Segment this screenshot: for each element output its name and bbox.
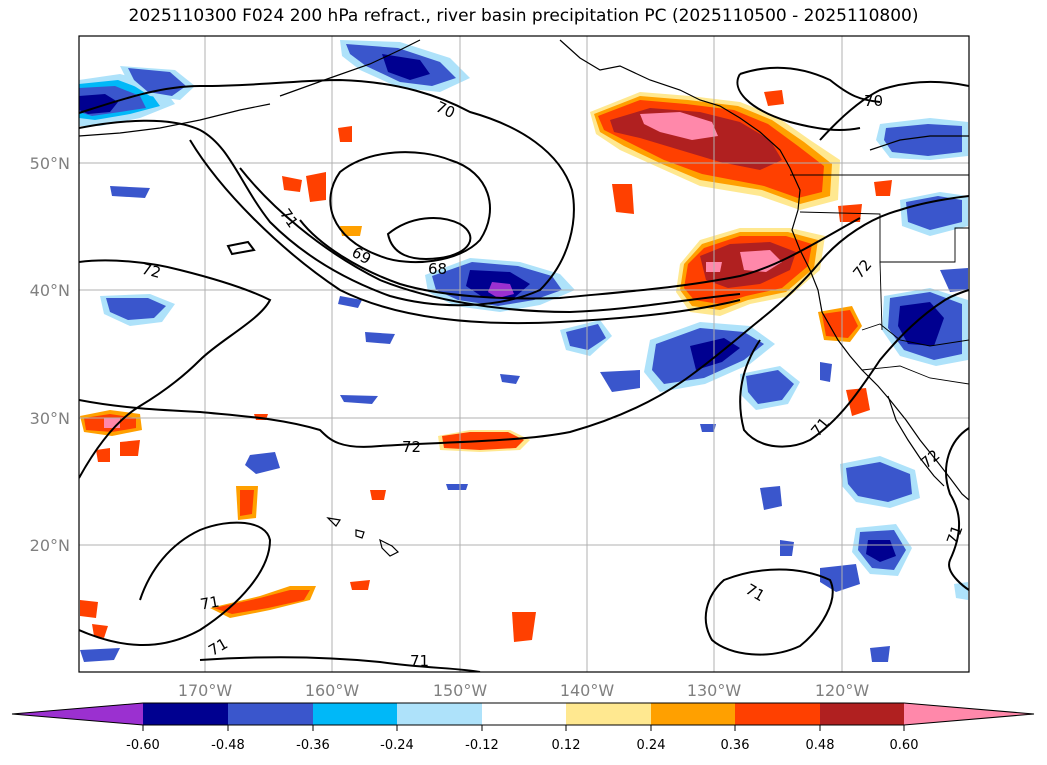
colorbar: -0.60 -0.48 -0.36 -0.24 -0.12 0.12 0.24 …: [11, 702, 1035, 753]
colorbar-tick-label: 0.24: [637, 738, 666, 753]
colorbar-tick-label: -0.12: [465, 738, 499, 753]
colorbar-tick-label: -0.60: [126, 738, 160, 753]
contour-label: 71: [943, 523, 966, 547]
lon-label-170w: 170°W: [178, 681, 233, 700]
colorbar-segment: [566, 703, 651, 725]
lon-label-130w: 130°W: [687, 681, 742, 700]
contour-label: 70: [864, 92, 883, 110]
lon-label-120w: 120°W: [815, 681, 870, 700]
lat-label-30n: 30°N: [30, 409, 70, 428]
colorbar-segment: [397, 703, 482, 725]
contour-label: 68: [428, 260, 447, 278]
map-border: [78, 35, 970, 673]
lat-label-50n: 50°N: [30, 154, 70, 173]
colorbar-tick-label: -0.24: [380, 738, 414, 753]
contour-label: 72: [140, 260, 163, 282]
lon-label-140w: 140°W: [560, 681, 615, 700]
colorbar-extend-low: [12, 703, 143, 725]
map-panel: 70 70 71 69 68 72 72 72 71 72 71 71 71 7…: [78, 35, 970, 673]
contour-label: 72: [402, 438, 421, 456]
colorbar-tick-label: 0.48: [806, 738, 835, 753]
lon-label-160w: 160°W: [305, 681, 360, 700]
colorbar-ticks: -0.60 -0.48 -0.36 -0.24 -0.12 0.12 0.24 …: [126, 725, 918, 753]
colorbar-tick-label: 0.60: [890, 738, 919, 753]
colorbar-segment: [482, 703, 566, 725]
latitude-labels: 50°N 40°N 30°N 20°N: [30, 154, 70, 555]
negative-anomaly-canada: [876, 118, 968, 600]
lat-label-20n: 20°N: [30, 536, 70, 555]
longitude-labels: 170°W 160°W 150°W 140°W 130°W 120°W: [178, 681, 870, 700]
lat-label-40n: 40°N: [30, 281, 70, 300]
political-borders: [790, 174, 969, 385]
refractivity-contours: [79, 66, 969, 672]
contour-label: 71: [199, 593, 221, 614]
positive-anomaly-pacific: [80, 126, 634, 642]
colorbar-segment: [313, 703, 397, 725]
colorbar-segment: [820, 703, 904, 725]
negative-anomaly-subtropical: [80, 288, 968, 662]
contour-label: 71: [410, 652, 429, 670]
colorbar-tick-label: -0.36: [296, 738, 330, 753]
colorbar-segment: [228, 703, 313, 725]
colorbar-segment: [651, 703, 735, 725]
lon-label-150w: 150°W: [433, 681, 488, 700]
colorbar-tick-label: -0.48: [211, 738, 245, 753]
coastlines: [79, 39, 969, 557]
positive-anomaly-bc-coast: [590, 90, 840, 210]
colorbar-segment: [735, 703, 820, 725]
graticule: [79, 36, 969, 672]
colorbar-tick-label: 0.36: [721, 738, 750, 753]
colorbar-segment: [143, 703, 228, 725]
colorbar-tick-label: 0.12: [552, 738, 581, 753]
map-title: 2025110300 F024 200 hPa refract., river …: [128, 6, 919, 26]
colorbar-extend-high: [904, 703, 1034, 725]
